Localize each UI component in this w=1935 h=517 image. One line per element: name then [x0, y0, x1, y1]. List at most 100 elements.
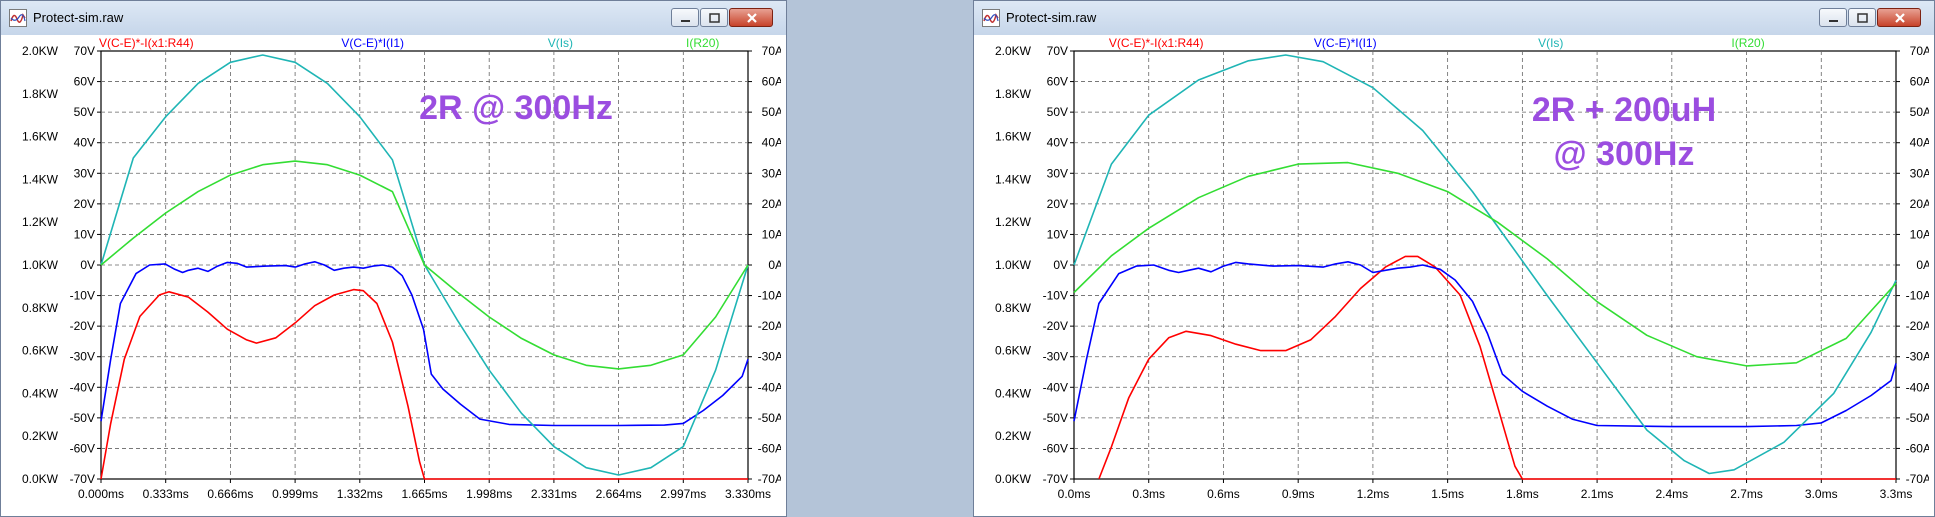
a-axis-tick-label: -10A — [1906, 289, 1929, 303]
v-axis-tick-label: -50V — [70, 411, 95, 425]
v-axis-tick-label: -30V — [70, 350, 95, 364]
v-axis-tick-label: -40V — [1043, 380, 1068, 394]
right-window-titlebar[interactable]: Protect-sim.raw — [974, 1, 1934, 35]
minimize-icon — [1829, 20, 1838, 22]
plot-area — [1073, 50, 1897, 480]
series-line — [100, 261, 749, 427]
a-axis-tick-label: -50A — [758, 411, 781, 425]
maximize-button[interactable] — [700, 8, 728, 27]
v-axis-tick-label: -30V — [1043, 350, 1068, 364]
a-axis-tick-label: -20A — [758, 319, 781, 333]
v-axis-tick-label: 10V — [74, 227, 95, 241]
v-axis-tick-label: 60V — [1047, 75, 1068, 89]
kw-axis-tick-label: 0.6KW — [995, 344, 1032, 358]
a-axis-tick-label: -50A — [1906, 411, 1929, 425]
v-axis-tick-label: 70V — [1047, 44, 1068, 58]
v-axis-tick-label: -70V — [1043, 472, 1068, 486]
v-axis-tick-label: -70V — [70, 472, 95, 486]
a-axis-tick-label: -40A — [758, 380, 781, 394]
x-tick-label: 3.0ms — [1805, 487, 1838, 501]
v-axis-tick-label: 20V — [1047, 197, 1068, 211]
x-tick-label: 2.997ms — [660, 487, 706, 501]
a-axis-tick-label: -20A — [1906, 319, 1929, 333]
v-axis-tick-label: 0V — [80, 258, 95, 272]
minimize-button[interactable] — [1819, 8, 1847, 27]
waveform-app-icon — [9, 9, 27, 27]
maximize-button[interactable] — [1848, 8, 1876, 27]
left-waveform-plot[interactable]: 0.000ms 0.333ms 0.666ms 0.999ms 1.332ms 1.665… — [6, 35, 781, 513]
legend-entry: V(C-E)*I(I1) — [1314, 36, 1377, 50]
right-plot-window[interactable]: Protect-sim.raw 0.0ms 0.3ms 0.6ms 0.9ms 1.2m… — [973, 0, 1935, 517]
kw-axis-tick-label: 0.2KW — [995, 429, 1032, 443]
kw-axis-tick-label: 1.8KW — [22, 87, 59, 101]
x-tick-label: 2.7ms — [1730, 487, 1763, 501]
a-axis-tick-label: 20A — [762, 197, 781, 211]
a-axis-tick-label: 10A — [762, 227, 781, 241]
left-window-titlebar[interactable]: Protect-sim.raw — [1, 1, 786, 35]
legend-entry: V(Is) — [1538, 36, 1563, 50]
a-axis-tick-label: 0A — [768, 258, 781, 272]
v-axis-tick-label: -60V — [1043, 441, 1068, 455]
minimize-button[interactable] — [671, 8, 699, 27]
legend-entry: V(C-E)*-I(x1:R44) — [1109, 36, 1204, 50]
right-waveform-plot[interactable]: 0.0ms 0.3ms 0.6ms 0.9ms 1.2ms 1.5ms 1.8ms 2.1ms… — [979, 35, 1929, 513]
v-axis-tick-label: 10V — [1047, 227, 1068, 241]
kw-axis-tick-label: 0.8KW — [995, 301, 1032, 315]
kw-axis-tick-label: 0.6KW — [22, 344, 59, 358]
kw-axis-tick-label: 0.4KW — [995, 386, 1032, 400]
a-axis-tick-label: 70A — [762, 44, 781, 58]
v-axis-tick-label: -50V — [1043, 411, 1068, 425]
x-tick-label: 0.666ms — [207, 487, 253, 501]
series-line — [1098, 255, 1896, 480]
left-plot-window[interactable]: Protect-sim.raw 0.000ms 0.333ms 0.666ms 0.9… — [0, 0, 787, 517]
v-axis-tick-label: 30V — [74, 166, 95, 180]
x-tick-label: 3.330ms — [725, 487, 771, 501]
x-tick-label: 2.664ms — [596, 487, 642, 501]
x-tick-label: 0.999ms — [272, 487, 318, 501]
v-axis-tick-label: 70V — [74, 44, 95, 58]
kw-axis-tick-label: 2.0KW — [22, 44, 59, 58]
kw-axis-tick-label: 1.6KW — [995, 130, 1032, 144]
x-tick-label: 1.998ms — [466, 487, 512, 501]
v-axis-tick-label: 50V — [74, 105, 95, 119]
close-button[interactable] — [1877, 8, 1921, 27]
plot-annotation: 2R @ 300Hz — [419, 89, 613, 127]
x-tick-label: 0.333ms — [143, 487, 189, 501]
kw-axis-tick-label: 1.0KW — [22, 258, 59, 272]
v-axis-tick-label: -60V — [70, 441, 95, 455]
x-tick-label: 0.0ms — [1058, 487, 1091, 501]
a-axis-tick-label: 30A — [762, 166, 781, 180]
x-tick-label: 2.1ms — [1581, 487, 1614, 501]
plot-annotation: @ 300Hz — [1554, 135, 1695, 173]
a-axis-tick-label: 10A — [1910, 227, 1929, 241]
legend-entry: I(R20) — [686, 36, 719, 50]
maximize-icon — [1857, 13, 1868, 23]
x-tick-label: 2.4ms — [1655, 487, 1688, 501]
v-axis-tick-label: 40V — [1047, 136, 1068, 150]
kw-axis-tick-label: 1.6KW — [22, 130, 59, 144]
close-button[interactable] — [729, 8, 773, 27]
legend-entry: V(C-E)*-I(x1:R44) — [99, 36, 194, 50]
series-line — [100, 288, 748, 480]
a-axis-tick-label: 40A — [1910, 136, 1929, 150]
plot-annotation: 2R + 200uH — [1532, 91, 1716, 129]
kw-axis-tick-label: 0.2KW — [22, 429, 59, 443]
v-axis-tick-label: 60V — [74, 75, 95, 89]
a-axis-tick-label: -30A — [1906, 350, 1929, 364]
a-axis-tick-label: 0A — [1916, 258, 1929, 272]
a-axis-tick-label: 60A — [1910, 75, 1929, 89]
kw-axis-tick-label: 0.4KW — [22, 386, 59, 400]
kw-axis-tick-label: 0.0KW — [995, 472, 1032, 486]
v-axis-tick-label: -10V — [1043, 289, 1068, 303]
close-icon — [747, 13, 757, 23]
legend-entry: V(Is) — [548, 36, 573, 50]
a-axis-tick-label: -10A — [758, 289, 781, 303]
v-axis-tick-label: 30V — [1047, 166, 1068, 180]
a-axis-tick-label: 40A — [762, 136, 781, 150]
a-axis-tick-label: 50A — [1910, 105, 1929, 119]
v-axis-tick-label: 40V — [74, 136, 95, 150]
a-axis-tick-label: -60A — [1906, 441, 1929, 455]
v-axis-tick-label: -20V — [1043, 319, 1068, 333]
a-axis-tick-label: -60A — [758, 441, 781, 455]
kw-axis-tick-label: 1.2KW — [995, 215, 1032, 229]
